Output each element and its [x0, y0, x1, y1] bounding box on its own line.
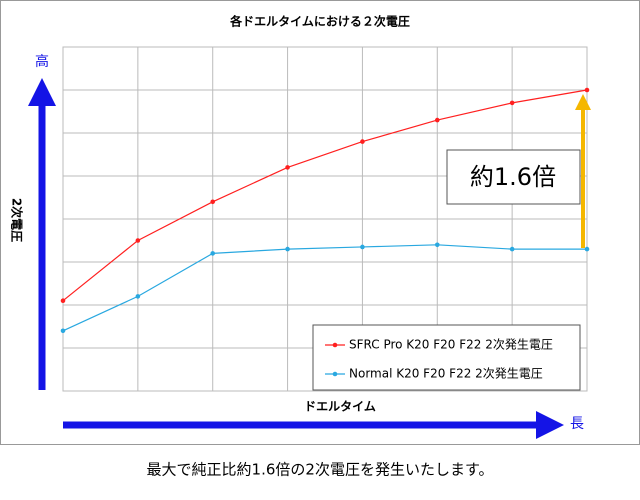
point — [210, 199, 216, 205]
annotation: 約1.6倍 — [470, 163, 556, 191]
point — [360, 139, 365, 144]
point — [509, 246, 515, 252]
legend-marker — [332, 342, 338, 348]
line — [62, 89, 588, 302]
point — [434, 242, 440, 248]
point — [584, 87, 590, 93]
y-high-label: 高 — [35, 53, 49, 70]
point — [509, 100, 515, 106]
point — [434, 117, 440, 123]
caption: 最大で純正比約1.6倍の2次電圧を発生いたします。 — [147, 461, 494, 479]
plot-area: SFRC Pro K20 F20 F22 2次発生電圧 Normal K20 F2… — [60, 46, 590, 392]
x-long-label: 長 — [570, 416, 584, 432]
point — [360, 244, 365, 250]
point — [584, 246, 590, 252]
legend-box — [312, 324, 581, 391]
point — [135, 294, 141, 299]
line — [62, 244, 587, 332]
point — [210, 251, 216, 256]
legend-label: Normal K20 F20 F22 2次発生電圧 — [349, 367, 543, 381]
point — [285, 246, 290, 252]
legend-marker — [332, 371, 338, 377]
y-axis-label: 2次電圧 — [10, 198, 25, 242]
point — [135, 238, 141, 243]
point — [60, 298, 66, 304]
point — [285, 165, 290, 170]
point — [60, 328, 66, 334]
legend-label: SFRC Pro K20 F20 F22 2次発生電圧 — [349, 338, 553, 352]
x-axis-label: ドエルタイム — [304, 400, 376, 414]
chart-title: 各ドエルタイムにおける２次電圧 — [229, 14, 410, 29]
annotation-box — [446, 149, 581, 205]
